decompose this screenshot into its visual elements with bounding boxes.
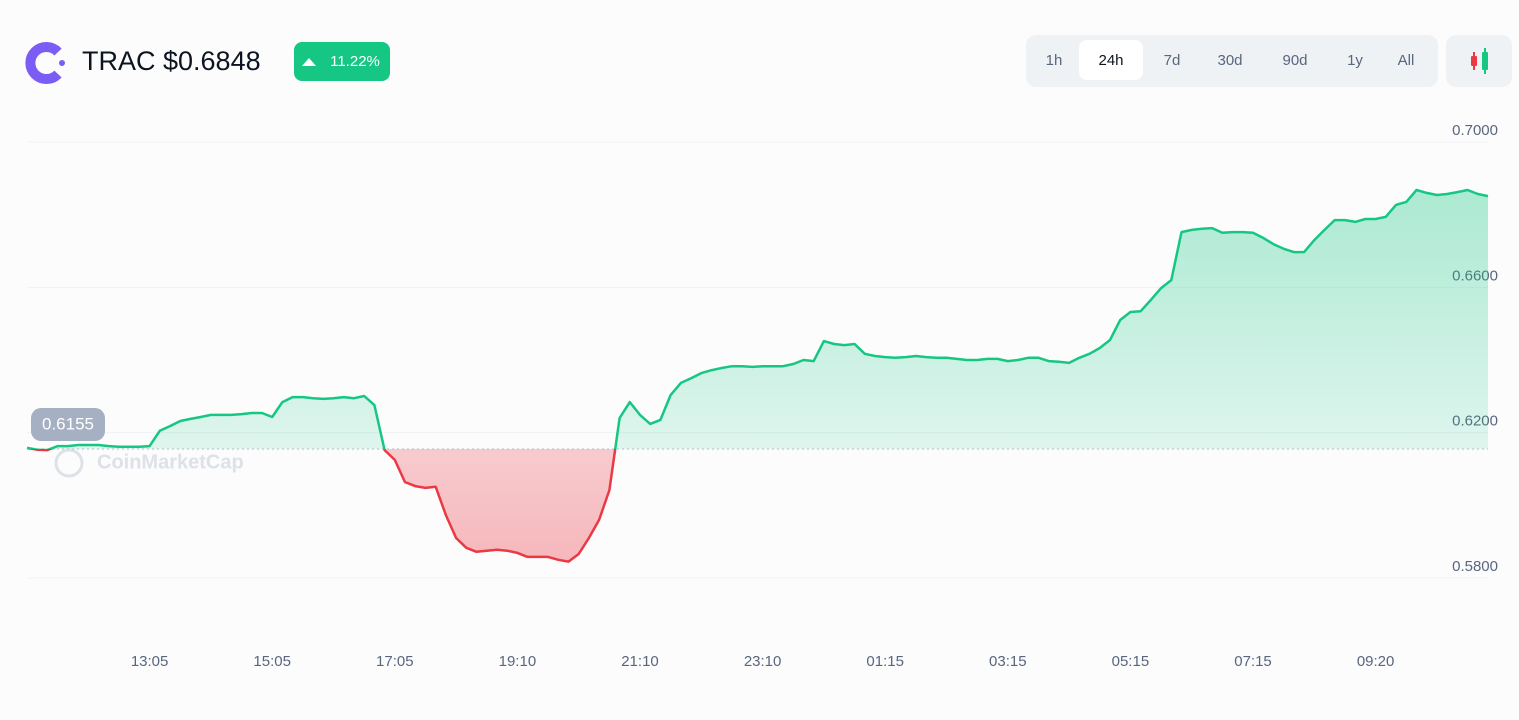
x-tick-label: 01:15 xyxy=(866,653,904,670)
candle-icon xyxy=(1471,48,1488,74)
x-tick-label: 23:10 xyxy=(744,653,782,670)
chart-title: TRAC $0.6848 xyxy=(82,46,261,76)
price-line-up xyxy=(26,188,1489,450)
area-up xyxy=(27,190,1488,450)
y-tick-label: 0.7000 xyxy=(1452,122,1498,139)
range-button[interactable]: 30d xyxy=(1217,52,1242,69)
range-button[interactable]: 1y xyxy=(1347,52,1363,69)
baseline-pill xyxy=(31,408,105,442)
range-button[interactable]: All xyxy=(1398,52,1415,69)
up-arrow xyxy=(302,58,316,66)
x-tick-label: 19:10 xyxy=(499,653,537,670)
y-tick-label: 0.5800 xyxy=(1452,558,1498,575)
x-tick-label: 15:05 xyxy=(253,653,291,670)
range-button[interactable]: 24h xyxy=(1098,52,1123,69)
x-tick-label: 17:05 xyxy=(376,653,414,670)
x-tick-label: 21:10 xyxy=(621,653,659,670)
watermark-logo xyxy=(54,448,84,478)
x-tick-label: 09:20 xyxy=(1357,653,1395,670)
range-button[interactable]: 90d xyxy=(1282,52,1307,69)
range-button[interactable]: 7d xyxy=(1164,52,1181,69)
range-active xyxy=(1079,40,1143,80)
x-tick-label: 07:15 xyxy=(1234,653,1272,670)
x-tick-label: 13:05 xyxy=(131,653,169,670)
change-label: 11.22% xyxy=(330,53,380,70)
logo xyxy=(25,42,65,84)
range-button[interactable]: 1h xyxy=(1046,52,1063,69)
x-tick-label: 03:15 xyxy=(989,653,1027,670)
watermark: CoinMarketCap xyxy=(97,451,244,473)
candle-button[interactable] xyxy=(1446,35,1512,87)
baseline-label: 0.6155 xyxy=(42,415,94,434)
x-tick-label: 05:15 xyxy=(1112,653,1150,670)
change-badge xyxy=(294,42,390,81)
